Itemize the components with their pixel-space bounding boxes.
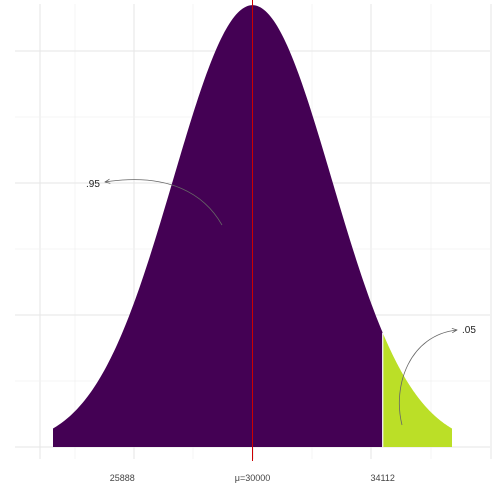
arrow-upper-tail — [398, 330, 457, 426]
lower-region-area — [53, 5, 383, 447]
lower-region-probability-label: .95 — [86, 179, 100, 190]
annotations: .95 .05 — [86, 179, 476, 426]
x-tick-label: 34112 — [371, 473, 395, 483]
x-tick-label: 25888 — [110, 473, 135, 483]
arrow-lower-region — [105, 180, 223, 226]
x-axis-ticks: 25888 μ=30000 34112 — [110, 473, 395, 483]
density-areas — [53, 5, 452, 447]
upper-tail-probability-label: .05 — [462, 325, 476, 336]
upper-tail-area — [382, 332, 452, 447]
x-tick-label: μ=30000 — [235, 473, 270, 483]
